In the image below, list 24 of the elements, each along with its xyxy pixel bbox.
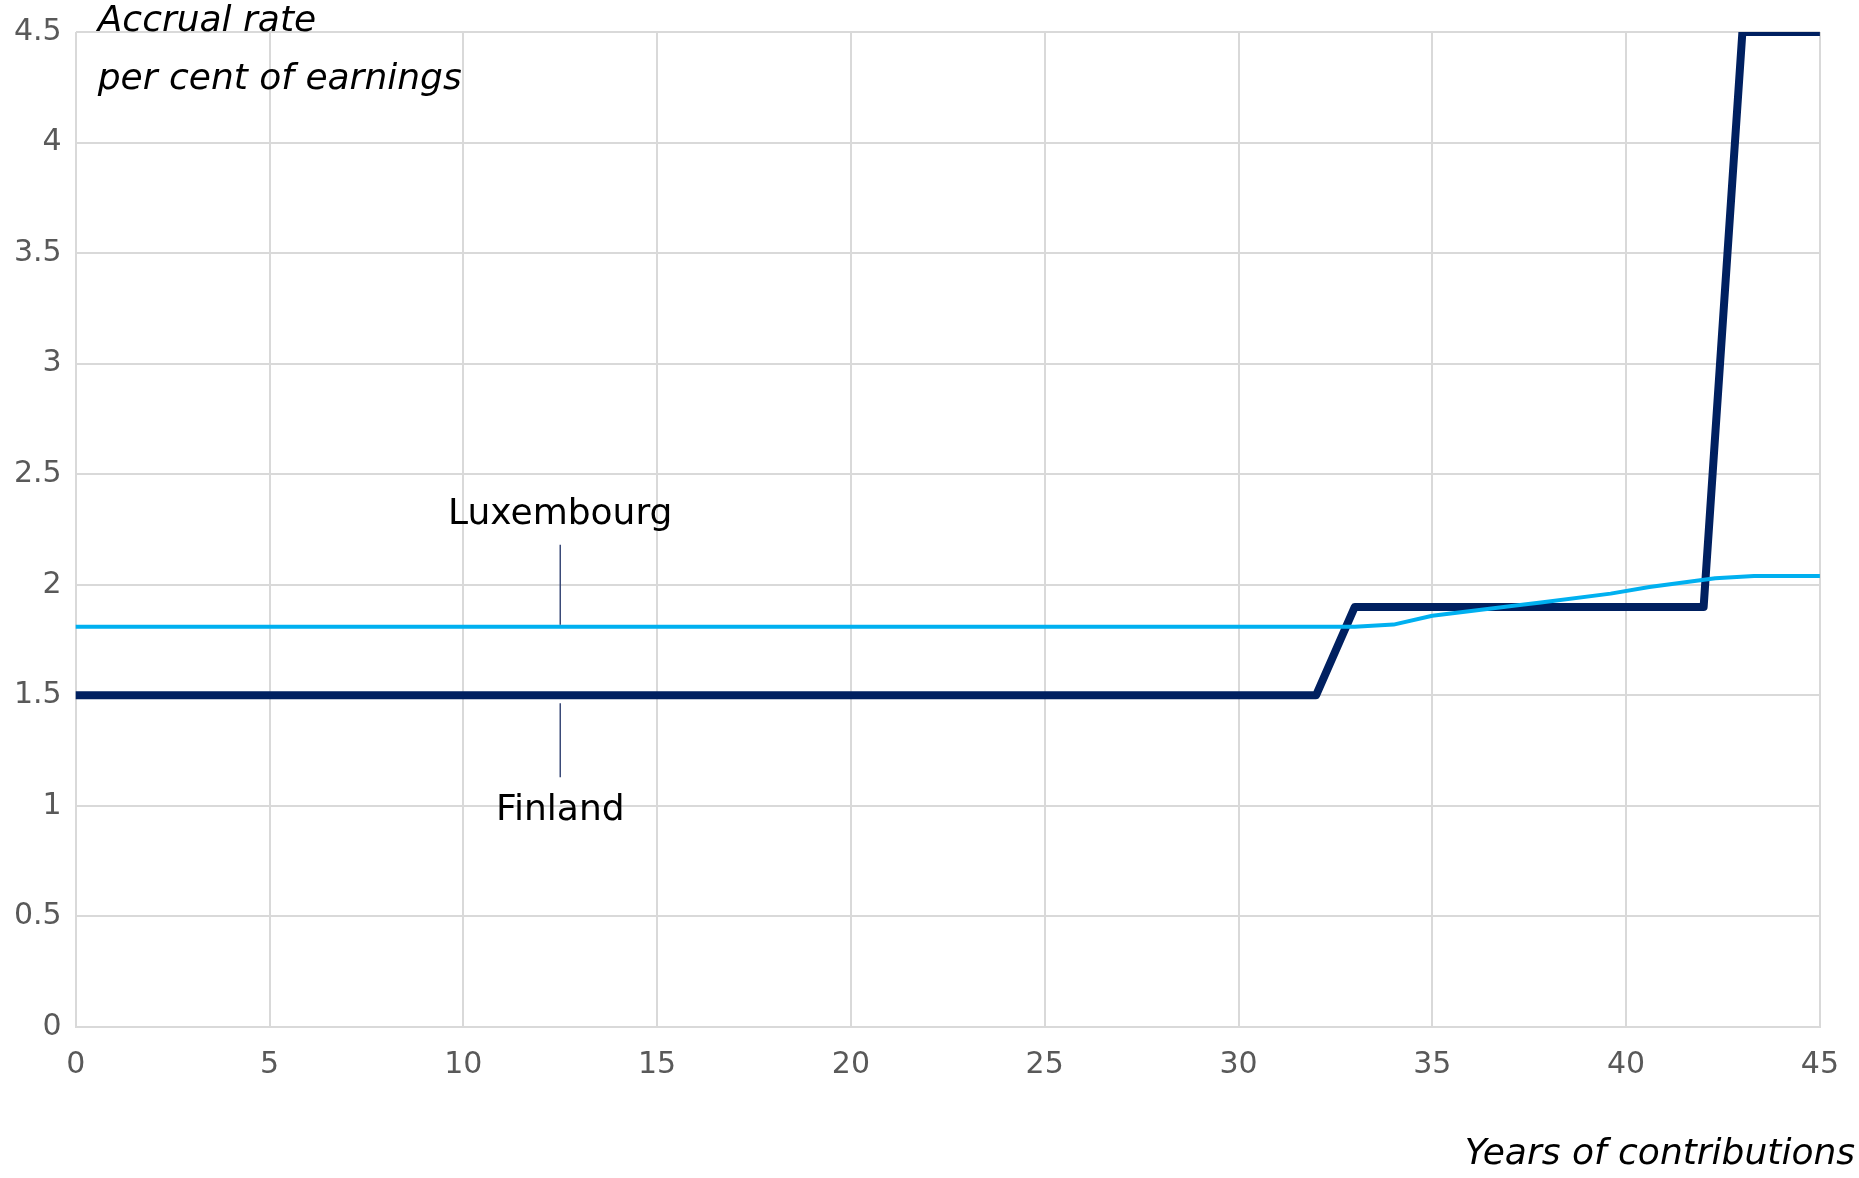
- y-tick-label: 3.5: [13, 232, 62, 268]
- x-tick-label: 10: [444, 1044, 483, 1080]
- y-tick-label: 2: [42, 564, 62, 600]
- y-tick-label: 0: [42, 1006, 62, 1042]
- text: Finland: [495, 786, 625, 828]
- y-tick-label: 4.5: [13, 11, 62, 47]
- y-tick-label: 4: [42, 122, 62, 158]
- x-tick-label: 20: [831, 1044, 871, 1080]
- x-tick-label: 45: [1800, 1044, 1840, 1080]
- y-tick-label: 1: [42, 785, 62, 821]
- x-tick-label: 15: [638, 1044, 677, 1080]
- x-tick-label: 5: [259, 1044, 280, 1080]
- y-tick-label: 3: [42, 343, 62, 379]
- y-axis-title: Accrual rate per cent of earnings: [95, 0, 462, 98]
- text: Luxembourg: [448, 491, 673, 533]
- x-tick-label: 40: [1607, 1044, 1646, 1080]
- x-tick-label: 35: [1413, 1044, 1452, 1080]
- y-tick-label: 0.5: [13, 896, 62, 932]
- y-tick-label: 1.5: [13, 675, 62, 711]
- x-tick-label: 30: [1219, 1044, 1258, 1080]
- x-tick-label: 25: [1025, 1044, 1064, 1080]
- x-tick-label: 0: [66, 1044, 86, 1080]
- y-tick-label: 2.5: [13, 454, 62, 490]
- x-axis-title: Years of contributions: [1464, 1131, 1855, 1173]
